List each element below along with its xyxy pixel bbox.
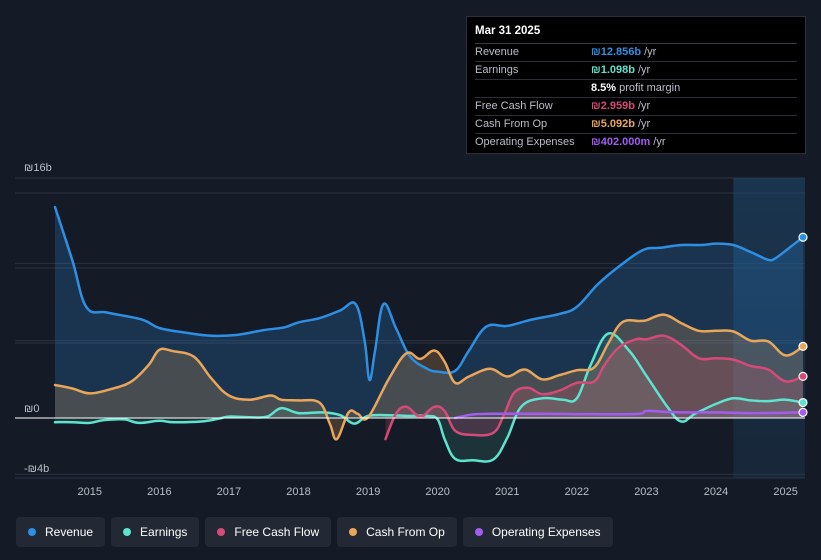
y-tick-label: ₪16b xyxy=(24,162,52,174)
x-tick-label: 2025 xyxy=(773,486,797,498)
legend-item-cash-from-op[interactable]: Cash From Op xyxy=(337,517,457,547)
line-revenue xyxy=(53,205,805,382)
tooltip-label: Revenue xyxy=(475,46,520,58)
line-free-cash-flow xyxy=(384,334,805,441)
end-point-cash-from-op xyxy=(798,341,808,351)
x-tick-label: 2018 xyxy=(286,486,310,498)
line-operating-expenses xyxy=(453,409,805,420)
legend-label: Earnings xyxy=(140,525,188,539)
tooltip-panel: Mar 31 2025 Revenue ₪12.856b/yr Earnings… xyxy=(466,16,806,154)
tooltip-value: ₪2.959b xyxy=(591,100,635,112)
tooltip-date: Mar 31 2025 xyxy=(475,23,797,44)
y-tick-label: ₪0 xyxy=(24,403,39,415)
x-tick-label: 2020 xyxy=(425,486,449,498)
y-tick-label: -₪4b xyxy=(24,463,49,475)
area-cash-from-op xyxy=(55,314,803,440)
end-point-operating-expenses xyxy=(798,407,808,417)
area-revenue xyxy=(55,207,803,418)
area-earnings xyxy=(55,333,803,462)
x-tick-label: 2021 xyxy=(495,486,519,498)
tooltip-label: Cash From Op xyxy=(475,118,548,130)
tooltip-unit: /yr xyxy=(637,100,651,112)
highlight-band xyxy=(733,178,805,478)
tooltip-unit: /yr xyxy=(637,64,651,76)
legend-dot-icon xyxy=(474,528,483,536)
legend-item-operating-expenses[interactable]: Operating Expenses xyxy=(462,517,613,547)
tooltip-value: 8.5% xyxy=(591,82,617,94)
tooltip-label: Operating Expenses xyxy=(475,136,575,148)
tooltip-value: ₪402.000m xyxy=(591,136,651,148)
end-point-revenue xyxy=(798,232,808,242)
x-tick-label: 2016 xyxy=(147,486,171,498)
legend-dot-icon xyxy=(123,528,132,536)
legend-label: Operating Expenses xyxy=(491,525,601,539)
legend-label: Revenue xyxy=(45,525,94,539)
legend-dot-icon xyxy=(28,528,36,536)
end-point-free-cash-flow xyxy=(798,371,808,381)
tooltip-label: Free Cash Flow xyxy=(475,100,553,112)
tooltip-label: Earnings xyxy=(475,64,519,76)
tooltip-label xyxy=(475,80,591,97)
legend-item-revenue[interactable]: Revenue xyxy=(16,517,106,547)
tooltip-value: ₪12.856b xyxy=(591,46,642,58)
x-tick-label: 2022 xyxy=(565,486,589,498)
legend-item-earnings[interactable]: Earnings xyxy=(111,517,200,547)
tooltip-unit: /yr xyxy=(653,136,666,148)
tooltip-unit: /yr xyxy=(637,118,651,130)
x-tick-label: 2015 xyxy=(78,486,102,498)
tooltip-value: ₪1.098b xyxy=(591,64,635,76)
legend-label: Cash From Op xyxy=(366,525,445,539)
legend-dot-icon xyxy=(217,528,226,536)
line-cash-from-op xyxy=(53,313,805,441)
legend: Revenue Earnings Free Cash Flow Cash Fro… xyxy=(16,517,613,547)
legend-item-free-cash-flow[interactable]: Free Cash Flow xyxy=(205,517,332,547)
tooltip-row-profit-margin: 8.5% profit margin xyxy=(475,80,797,98)
x-tick-label: 2023 xyxy=(634,486,658,498)
legend-dot-icon xyxy=(349,528,358,536)
legend-label: Free Cash Flow xyxy=(234,525,320,539)
end-point-earnings xyxy=(798,397,808,408)
tooltip-row-operating-expenses: Operating Expenses ₪402.000m/yr xyxy=(475,134,797,151)
line-earnings xyxy=(53,332,805,463)
tooltip-row-free-cash-flow: Free Cash Flow ₪2.959b/yr xyxy=(475,98,797,116)
tooltip-value: ₪5.092b xyxy=(591,118,635,130)
tooltip-row-earnings: Earnings ₪1.098b/yr xyxy=(475,62,797,80)
x-tick-label: 2019 xyxy=(356,486,380,498)
tooltip-unit: profit margin xyxy=(619,82,681,94)
tooltip-unit: /yr xyxy=(644,46,657,58)
x-tick-label: 2017 xyxy=(217,486,241,498)
tooltip-row-revenue: Revenue ₪12.856b/yr xyxy=(475,44,797,62)
x-tick-label: 2024 xyxy=(704,486,728,498)
tooltip-row-cash-from-op: Cash From Op ₪5.092b/yr xyxy=(475,116,797,134)
